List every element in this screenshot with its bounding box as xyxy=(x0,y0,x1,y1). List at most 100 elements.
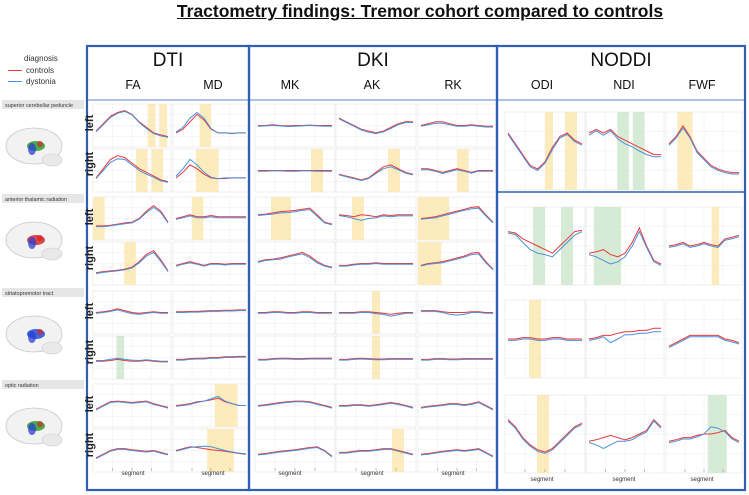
significance-band-anterior-thalamic-radiation-fa-left xyxy=(93,197,105,240)
line-dystonia-superior-cerebellar-peduncle-rk-left xyxy=(420,122,493,128)
metric-header-fwf: FWF xyxy=(688,78,716,92)
line-dystonia-anterior-thalamic-radiation-fwf-left xyxy=(668,236,740,248)
line-controls-optic-radiation-ndi-left xyxy=(588,418,662,442)
line-controls-anterior-thalamic-radiation-ak-right xyxy=(339,262,413,266)
cerebellum-atr xyxy=(41,247,63,261)
line-controls-anterior-thalamic-radiation-fa-left xyxy=(96,204,169,227)
side-label-scp-right: right xyxy=(84,151,96,177)
significance-band-superior-cerebellar-peduncle-md-right xyxy=(195,149,219,192)
cerebellum-scp xyxy=(41,153,63,167)
line-dystonia-optic-radiation-fwf-left xyxy=(668,426,740,444)
line-controls-optic-radiation-ak-right xyxy=(339,448,414,455)
line-dystonia-optic-radiation-ndi-left xyxy=(588,420,662,449)
line-dystonia-anterior-thalamic-radiation-ak-left xyxy=(338,215,413,221)
figure-title: Tractometry findings: Tremor cohort comp… xyxy=(176,1,664,21)
significance-band-anterior-thalamic-radiation-odi-left xyxy=(533,207,545,285)
line-controls-striatopremotor-tract-ak-right xyxy=(339,357,413,360)
line-controls-superior-cerebellar-peduncle-ak-left xyxy=(338,117,413,134)
tract-shape-blue-or xyxy=(28,423,36,435)
line-dystonia-superior-cerebellar-peduncle-fa-right xyxy=(95,158,169,183)
line-controls-anterior-thalamic-radiation-ak-left xyxy=(338,214,413,218)
metric-header-md: MD xyxy=(203,78,223,92)
side-label-spt-right: right xyxy=(84,339,96,365)
line-dystonia-striatopremotor-tract-ak-left xyxy=(339,312,413,317)
significance-band-striatopremotor-tract-ak-right xyxy=(372,336,380,379)
metric-header-odi: ODI xyxy=(530,78,554,92)
line-controls-striatopremotor-tract-fa-right xyxy=(96,358,168,363)
line-dystonia-striatopremotor-tract-fwf-left xyxy=(668,336,740,349)
line-dystonia-superior-cerebellar-peduncle-ndi-left xyxy=(588,130,661,158)
line-dystonia-striatopremotor-tract-fa-right xyxy=(96,357,168,362)
significance-band-superior-cerebellar-peduncle-ndi-left xyxy=(617,112,629,190)
tract-shape-red-scp xyxy=(37,141,43,147)
tract-strip-scp xyxy=(2,100,84,109)
line-controls-striatopremotor-tract-rk-left xyxy=(421,310,493,313)
line-dystonia-anterior-thalamic-radiation-ak-right xyxy=(339,262,413,267)
tract-shape-blue-spt xyxy=(28,331,36,343)
line-controls-striatopremotor-tract-ndi-left xyxy=(588,327,661,340)
line-dystonia-optic-radiation-odi-left xyxy=(507,420,583,454)
group-title-dti: DTI xyxy=(152,50,184,71)
metric-header-mk: MK xyxy=(280,78,300,92)
line-dystonia-striatopremotor-tract-mk-left xyxy=(258,312,332,314)
legend-swatch-controls xyxy=(8,70,22,71)
line-controls-striatopremotor-tract-fwf-left xyxy=(668,334,740,347)
line-controls-anterior-thalamic-radiation-md-left xyxy=(175,214,246,219)
line-controls-optic-radiation-ak-left xyxy=(339,401,414,408)
side-label-or-right: right xyxy=(84,432,96,458)
xlabel-ndi: segment xyxy=(612,477,636,483)
side-label-atr-left: left xyxy=(84,208,96,226)
line-controls-anterior-thalamic-radiation-mk-right xyxy=(257,251,333,268)
tract-strip-spt xyxy=(2,288,84,297)
legend-item-dystonia: dystonia xyxy=(8,76,58,87)
line-dystonia-optic-radiation-md-right xyxy=(175,445,247,455)
tract-shape-red-or xyxy=(37,421,43,427)
line-dystonia-striatopremotor-tract-odi-left xyxy=(508,338,582,341)
significance-band-anterior-thalamic-radiation-odi-left xyxy=(561,207,573,285)
line-controls-anterior-thalamic-radiation-ndi-left xyxy=(588,226,662,265)
legend-item-controls: controls xyxy=(8,65,58,76)
cerebellum-or xyxy=(41,433,63,447)
line-dystonia-superior-cerebellar-peduncle-md-right xyxy=(175,158,246,180)
tract-label-scp: superior cerebellar peduncle xyxy=(5,103,74,109)
line-controls-optic-radiation-fa-right xyxy=(95,448,169,459)
line-dystonia-anterior-thalamic-radiation-fa-left xyxy=(96,206,169,228)
line-dystonia-anterior-thalamic-radiation-fa-right xyxy=(95,251,169,274)
line-dystonia-anterior-thalamic-radiation-mk-right xyxy=(257,253,333,269)
tract-strip-or xyxy=(2,380,84,389)
line-controls-striatopremotor-tract-fa-left xyxy=(95,308,168,314)
tract-strip-atr xyxy=(2,194,84,203)
frame-noddi xyxy=(495,44,747,492)
line-controls-striatopremotor-tract-md-right xyxy=(176,355,246,360)
line-controls-anterior-thalamic-radiation-fa-right xyxy=(95,249,169,274)
line-controls-anterior-thalamic-radiation-rk-right xyxy=(420,251,494,270)
significance-band-superior-cerebellar-peduncle-fa-left xyxy=(147,104,156,147)
line-dystonia-anterior-thalamic-radiation-rk-left xyxy=(420,207,494,224)
group-title-noddi: NODDI xyxy=(590,50,652,71)
line-dystonia-striatopremotor-tract-md-left xyxy=(176,310,246,313)
significance-band-superior-cerebellar-peduncle-ak-right xyxy=(388,149,400,192)
line-controls-striatopremotor-tract-mk-right xyxy=(258,357,332,360)
line-controls-striatopremotor-tract-md-left xyxy=(176,309,246,313)
significance-band-striatopremotor-tract-fa-right xyxy=(116,336,125,379)
line-controls-anterior-thalamic-radiation-rk-left xyxy=(420,206,494,223)
line-dystonia-anterior-thalamic-radiation-odi-left xyxy=(507,231,583,258)
line-controls-striatopremotor-tract-odi-left xyxy=(508,337,582,340)
line-dystonia-striatopremotor-tract-rk-left xyxy=(421,310,493,316)
significance-band-optic-radiation-fwf-left xyxy=(707,395,727,473)
metric-header-ak: AK xyxy=(363,78,381,92)
line-dystonia-anterior-thalamic-radiation-mk-left xyxy=(257,209,333,226)
line-dystonia-optic-radiation-mk-right xyxy=(257,446,333,458)
metric-header-fa: FA xyxy=(125,78,141,92)
line-dystonia-anterior-thalamic-radiation-md-right xyxy=(175,262,246,267)
line-dystonia-anterior-thalamic-radiation-md-left xyxy=(175,215,246,220)
significance-band-superior-cerebellar-peduncle-odi-left xyxy=(565,112,577,190)
line-dystonia-striatopremotor-tract-md-right xyxy=(176,356,246,361)
line-dystonia-striatopremotor-tract-rk-right xyxy=(421,358,493,361)
line-controls-superior-cerebellar-peduncle-rk-left xyxy=(420,121,493,127)
tract-shape-blue-atr xyxy=(28,237,36,249)
tract-label-atr: anterior thalamic radiation xyxy=(5,197,68,203)
line-dystonia-optic-radiation-rk-right xyxy=(420,448,494,458)
metric-header-rk: RK xyxy=(444,78,462,92)
